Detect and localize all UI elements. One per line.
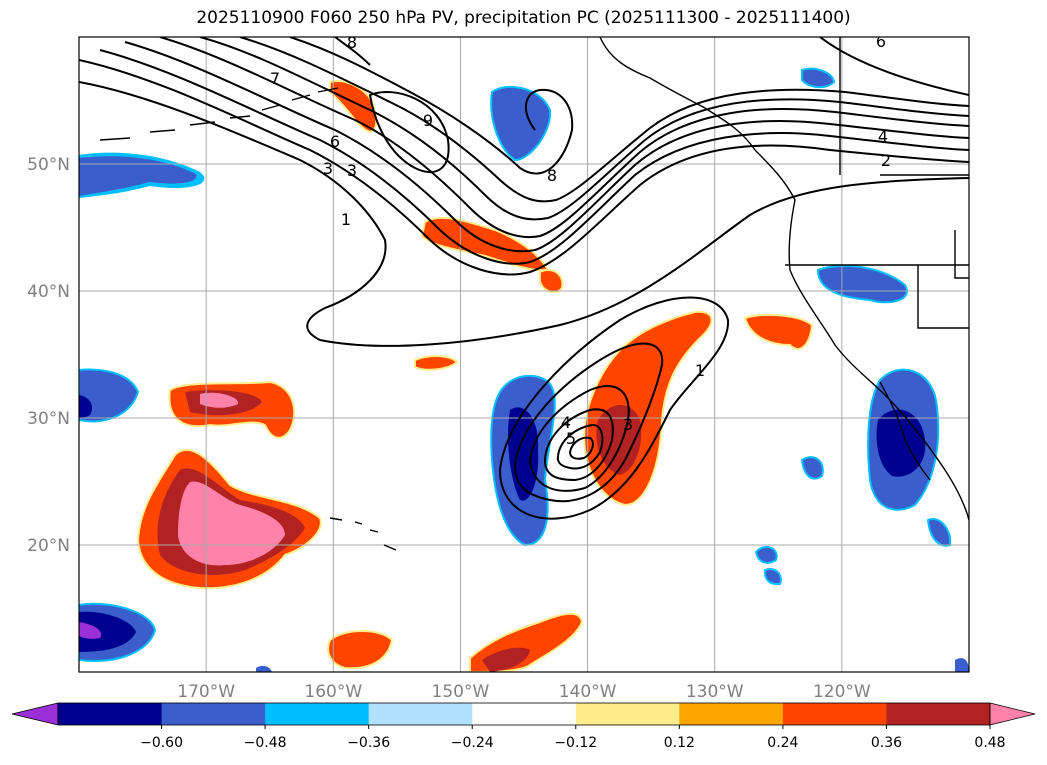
pv-contour-1-west — [79, 81, 969, 347]
pv-contour-label: 8 — [347, 33, 357, 52]
pv-contour-6-ne — [819, 37, 969, 96]
neg-region-california — [816, 264, 908, 304]
pv-contours — [79, 37, 969, 520]
pv-contour-label: 4 — [561, 413, 571, 432]
colorbar-segment — [575, 703, 680, 725]
latitude-tick-label: 30°N — [27, 409, 70, 429]
pv-contour-2 — [79, 59, 969, 276]
colorbar-tick-label: −0.48 — [244, 735, 287, 751]
cutoff-contour-6 — [568, 436, 594, 460]
cutoff-contour-2 — [513, 342, 664, 503]
state-borders — [785, 37, 969, 329]
colorbar-tick-label: −0.24 — [451, 735, 494, 751]
pv-contour-label: 3 — [347, 161, 357, 180]
pv-contour-label: 6 — [330, 132, 340, 151]
longitude-tick-label: 120°W — [813, 682, 871, 702]
coastlines — [99, 37, 969, 551]
neg-region-west-170 — [79, 368, 140, 423]
neg-region-bc-coast — [801, 67, 836, 88]
longitude-tick-label: 150°W — [432, 682, 490, 702]
pv-contour-label: 8 — [547, 166, 557, 185]
gridlines — [79, 37, 969, 672]
pv-contour-9-closed — [368, 91, 450, 173]
pv-contour-6-nw — [334, 37, 371, 66]
pv-contour-4 — [124, 41, 969, 253]
longitude-tick-label: 170°W — [177, 682, 235, 702]
latitude-tick-label: 20°N — [27, 536, 70, 556]
pv-contour-label: 5 — [566, 429, 576, 448]
pv-contour-8-ridge — [289, 37, 574, 175]
colorbar-segment — [679, 703, 784, 725]
pv-contour-3 — [99, 49, 969, 265]
colorbar-segment — [161, 703, 266, 725]
map-frame — [78, 36, 970, 673]
cutoff-contour-5 — [556, 424, 604, 470]
colorbar-segment — [265, 703, 370, 725]
latitude-tick-label: 50°N — [27, 155, 70, 175]
colorbar-tick-label: −0.60 — [140, 735, 183, 751]
pv-contour-6 — [199, 37, 969, 221]
colorbar-tick-label: 0.24 — [767, 735, 798, 751]
colorbar-segment — [886, 703, 991, 725]
colorbar-tick-label: 0.36 — [871, 735, 902, 751]
hawaii-islands — [329, 517, 397, 551]
north-america-coast — [599, 37, 969, 521]
colorbar: −0.60 −0.48 −0.36 −0.24 −0.12 0.12 0.24 0.36 0.4… — [11, 702, 1036, 751]
longitude-tick-label: 140°W — [559, 682, 617, 702]
colorbar-tick-label: 0.48 — [974, 735, 1005, 751]
longitude-labels: 170°W 160°W 150°W 140°W 130°W 120°W — [177, 682, 871, 702]
pv-contour-label: 1 — [341, 210, 351, 229]
pv-contour-label: 2 — [881, 151, 891, 170]
colorbar-segment — [782, 703, 887, 725]
pv-contour-label: 7 — [270, 69, 280, 88]
latitude-tick-label: 40°N — [27, 282, 70, 302]
latitude-labels: 50°N 40°N 30°N 20°N — [27, 155, 70, 556]
neg-region-gulf-alaska — [490, 85, 552, 162]
colorbar-tick-label: 0.12 — [664, 735, 695, 751]
pv-contour-label: 4 — [878, 127, 888, 146]
longitude-tick-label: 160°W — [304, 682, 362, 702]
pv-contour-label: 6 — [876, 32, 886, 51]
cutoff-contour-1 — [498, 296, 730, 520]
pv-contour-label: 3 — [323, 159, 333, 178]
aleutian-islands — [99, 87, 339, 141]
colorbar-segment — [368, 703, 473, 725]
colorbar-frame — [57, 702, 991, 726]
colorbar-segment — [58, 703, 163, 725]
pv-contour-7 — [239, 37, 969, 203]
colorbar-tick-label: −0.36 — [347, 735, 390, 751]
colorbar-min-arrow — [11, 702, 59, 726]
colorbar-tick-label: −0.12 — [554, 735, 597, 751]
colorbar-segment — [472, 703, 577, 725]
map-title: 2025110900 F060 250 hPa PV, precipitatio… — [196, 8, 851, 28]
longitude-tick-label: 130°W — [686, 682, 744, 702]
baja-coast — [879, 381, 931, 481]
pv-contour-label: 9 — [423, 111, 433, 130]
pv-contour-5 — [159, 37, 969, 239]
pv-contour-label: 1 — [695, 361, 705, 380]
colorbar-max-arrow — [989, 702, 1036, 726]
cutoff-contour-4 — [543, 408, 614, 482]
cutoff-contour-3 — [528, 385, 630, 492]
pv-contour-label: 3 — [623, 415, 633, 434]
